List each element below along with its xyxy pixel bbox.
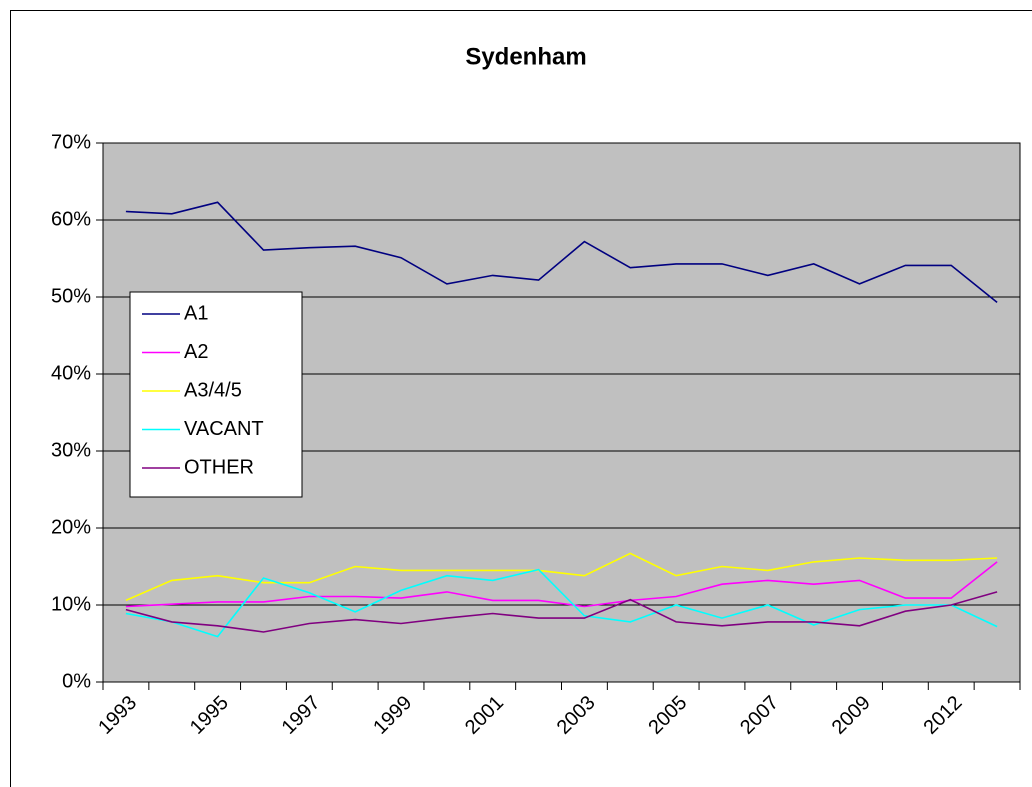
legend-box xyxy=(129,291,303,498)
legend-label: A2 xyxy=(184,341,208,363)
legend-label: VACANT xyxy=(184,418,264,440)
y-tick-label: 0% xyxy=(62,670,91,692)
legend-label: A1 xyxy=(184,302,208,324)
y-tick-label: 30% xyxy=(51,439,91,461)
series-line xyxy=(125,568,998,638)
y-tick-label: 70% xyxy=(51,131,91,153)
chart-title: Sydenham xyxy=(465,43,586,70)
legend-label: A3/4/5 xyxy=(184,379,242,401)
y-tick-label: 60% xyxy=(51,208,91,230)
legend-label: OTHER xyxy=(184,456,254,478)
y-tick-label: 20% xyxy=(51,516,91,538)
y-tick-label: 10% xyxy=(51,593,91,615)
series-line xyxy=(125,561,998,608)
series-line xyxy=(125,552,998,602)
series-line xyxy=(125,201,998,304)
series-line xyxy=(125,591,998,633)
y-tick-label: 50% xyxy=(51,285,91,307)
y-tick-label: 40% xyxy=(51,362,91,384)
